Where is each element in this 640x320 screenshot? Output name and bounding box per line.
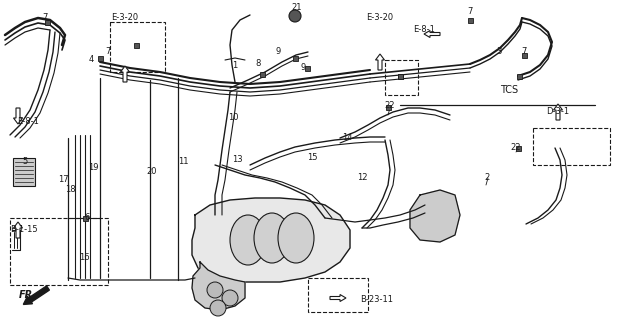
Polygon shape bbox=[410, 190, 460, 242]
Bar bbox=[45, 20, 49, 25]
FancyArrow shape bbox=[13, 222, 22, 238]
Bar bbox=[397, 74, 403, 78]
Bar bbox=[397, 74, 403, 78]
Text: E-3-20: E-3-20 bbox=[111, 13, 139, 22]
Circle shape bbox=[222, 290, 238, 306]
Text: 19: 19 bbox=[88, 164, 99, 172]
Text: 1: 1 bbox=[232, 60, 237, 69]
Text: B-23-11: B-23-11 bbox=[360, 295, 394, 305]
Text: 7: 7 bbox=[106, 47, 111, 57]
Ellipse shape bbox=[254, 213, 290, 263]
Ellipse shape bbox=[230, 215, 266, 265]
Bar bbox=[259, 71, 264, 76]
Text: 11: 11 bbox=[178, 157, 188, 166]
Bar bbox=[522, 52, 527, 58]
Bar bbox=[533, 128, 610, 165]
Bar bbox=[308, 278, 368, 312]
FancyArrow shape bbox=[376, 54, 385, 70]
Text: 2: 2 bbox=[484, 173, 490, 182]
Text: E-8-1: E-8-1 bbox=[17, 117, 39, 126]
Text: 6: 6 bbox=[84, 213, 90, 222]
Bar bbox=[467, 18, 472, 22]
Text: 14: 14 bbox=[342, 133, 352, 142]
FancyArrow shape bbox=[23, 286, 49, 304]
Polygon shape bbox=[192, 262, 245, 310]
Circle shape bbox=[210, 300, 226, 316]
Bar bbox=[385, 60, 418, 95]
Bar bbox=[515, 146, 520, 150]
Text: 10: 10 bbox=[228, 114, 238, 123]
Text: 17: 17 bbox=[58, 175, 68, 185]
Bar bbox=[385, 105, 390, 109]
Text: D-3-1: D-3-1 bbox=[547, 108, 570, 116]
FancyArrow shape bbox=[424, 30, 440, 37]
Bar bbox=[110, 22, 165, 72]
Circle shape bbox=[207, 282, 223, 298]
Bar bbox=[305, 66, 310, 70]
Bar bbox=[10, 218, 108, 285]
Text: 3: 3 bbox=[496, 47, 502, 57]
Text: 12: 12 bbox=[356, 173, 367, 182]
Text: FR.: FR. bbox=[19, 290, 37, 300]
FancyArrow shape bbox=[554, 104, 563, 120]
Text: TCS: TCS bbox=[500, 85, 518, 95]
Ellipse shape bbox=[278, 213, 314, 263]
Text: E-8-1: E-8-1 bbox=[413, 26, 435, 35]
Bar bbox=[97, 55, 102, 60]
Text: 7: 7 bbox=[522, 47, 527, 57]
Text: 22: 22 bbox=[385, 100, 396, 109]
FancyArrow shape bbox=[13, 108, 22, 124]
Text: 7: 7 bbox=[42, 13, 48, 22]
Text: 5: 5 bbox=[22, 157, 28, 166]
Text: 9: 9 bbox=[300, 63, 306, 73]
Bar bbox=[83, 215, 88, 220]
FancyArrow shape bbox=[330, 294, 346, 301]
Bar bbox=[292, 55, 298, 60]
Text: 18: 18 bbox=[65, 186, 76, 195]
Text: 20: 20 bbox=[147, 167, 157, 177]
Bar bbox=[516, 74, 522, 78]
Text: 22: 22 bbox=[511, 143, 521, 153]
Text: 21: 21 bbox=[292, 4, 302, 12]
Text: 4: 4 bbox=[88, 55, 93, 65]
Text: E-3-20: E-3-20 bbox=[367, 13, 394, 22]
Text: 16: 16 bbox=[79, 253, 90, 262]
FancyArrow shape bbox=[120, 66, 129, 82]
Text: 15: 15 bbox=[307, 154, 317, 163]
Text: B-1-15: B-1-15 bbox=[10, 226, 38, 235]
Text: 9: 9 bbox=[275, 47, 280, 57]
Circle shape bbox=[289, 10, 301, 22]
Text: 8: 8 bbox=[255, 59, 260, 68]
Polygon shape bbox=[192, 198, 350, 282]
Bar bbox=[13, 158, 35, 186]
Bar bbox=[134, 43, 138, 47]
Text: 13: 13 bbox=[232, 156, 243, 164]
Text: 7: 7 bbox=[467, 7, 473, 17]
